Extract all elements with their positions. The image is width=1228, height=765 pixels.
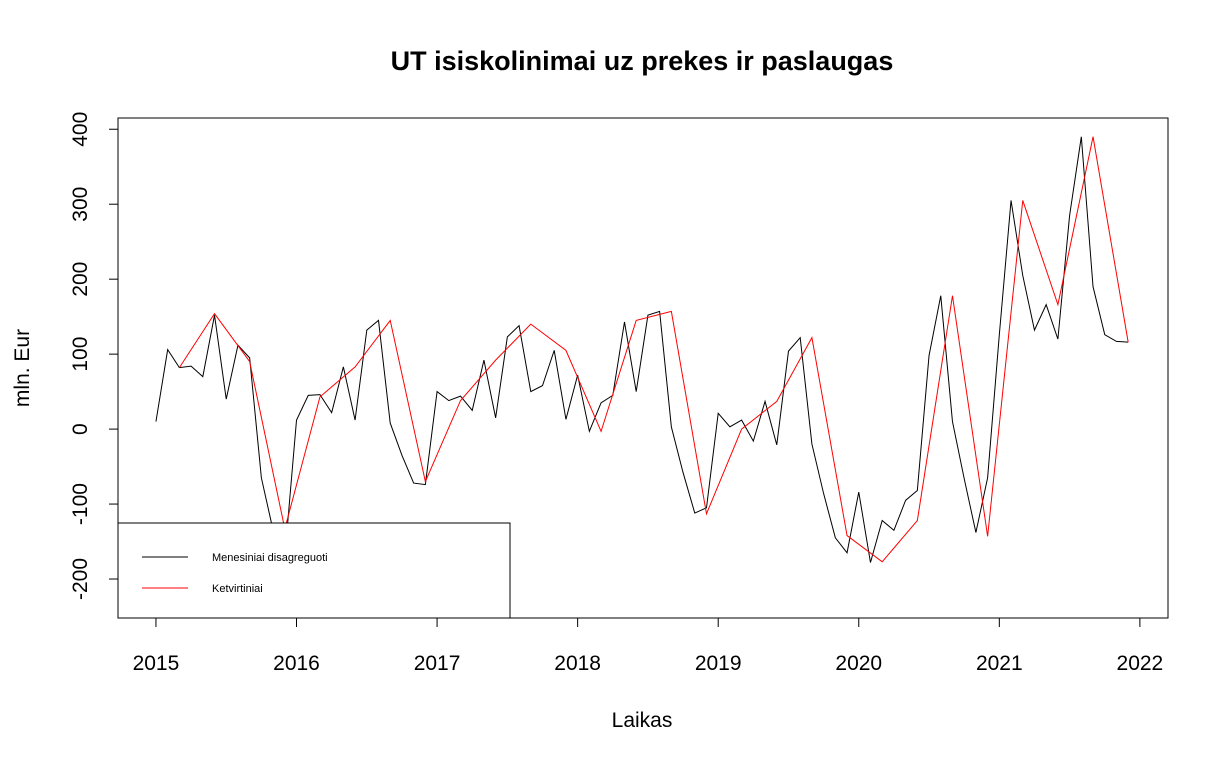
x-tick-label: 2016 (273, 652, 320, 675)
x-tick-label: 2019 (695, 652, 742, 675)
y-axis-label: mln. Eur (11, 329, 34, 407)
legend-label-quarterly: Ketvirtiniai (212, 583, 263, 595)
x-axis-label: Laikas (612, 709, 673, 732)
y-tick-label: -100 (69, 483, 92, 525)
y-tick-label: 100 (69, 337, 92, 372)
y-tick-label: 0 (69, 423, 92, 435)
y-axis: -200 -100 0 100 200 300 400 (69, 112, 119, 600)
y-tick-label: 200 (69, 262, 92, 297)
y-tick-label: 300 (69, 187, 92, 222)
x-tick-label: 2021 (976, 652, 1023, 675)
series-line-monthly (155, 136, 1129, 563)
y-tick-label: -200 (69, 558, 92, 600)
chart-title: UT isiskolinimai uz prekes ir paslaugas (391, 46, 894, 76)
x-axis: 2015 2016 2017 2018 2019 2020 2021 2022 (133, 617, 1164, 675)
x-tick-label: 2020 (835, 652, 882, 675)
series-layer (155, 136, 1129, 563)
x-tick-label: 2017 (414, 652, 461, 675)
series-line-quarterly (178, 136, 1129, 563)
x-tick-label: 2015 (133, 652, 180, 675)
legend-label-monthly: Menesiniai disagreguoti (212, 552, 328, 564)
y-tick-label: 400 (69, 112, 92, 147)
legend: Menesiniai disagreguoti Ketvirtiniai (117, 522, 511, 619)
legend-box (117, 522, 511, 619)
x-tick-label: 2018 (554, 652, 601, 675)
x-tick-label: 2022 (1117, 652, 1164, 675)
